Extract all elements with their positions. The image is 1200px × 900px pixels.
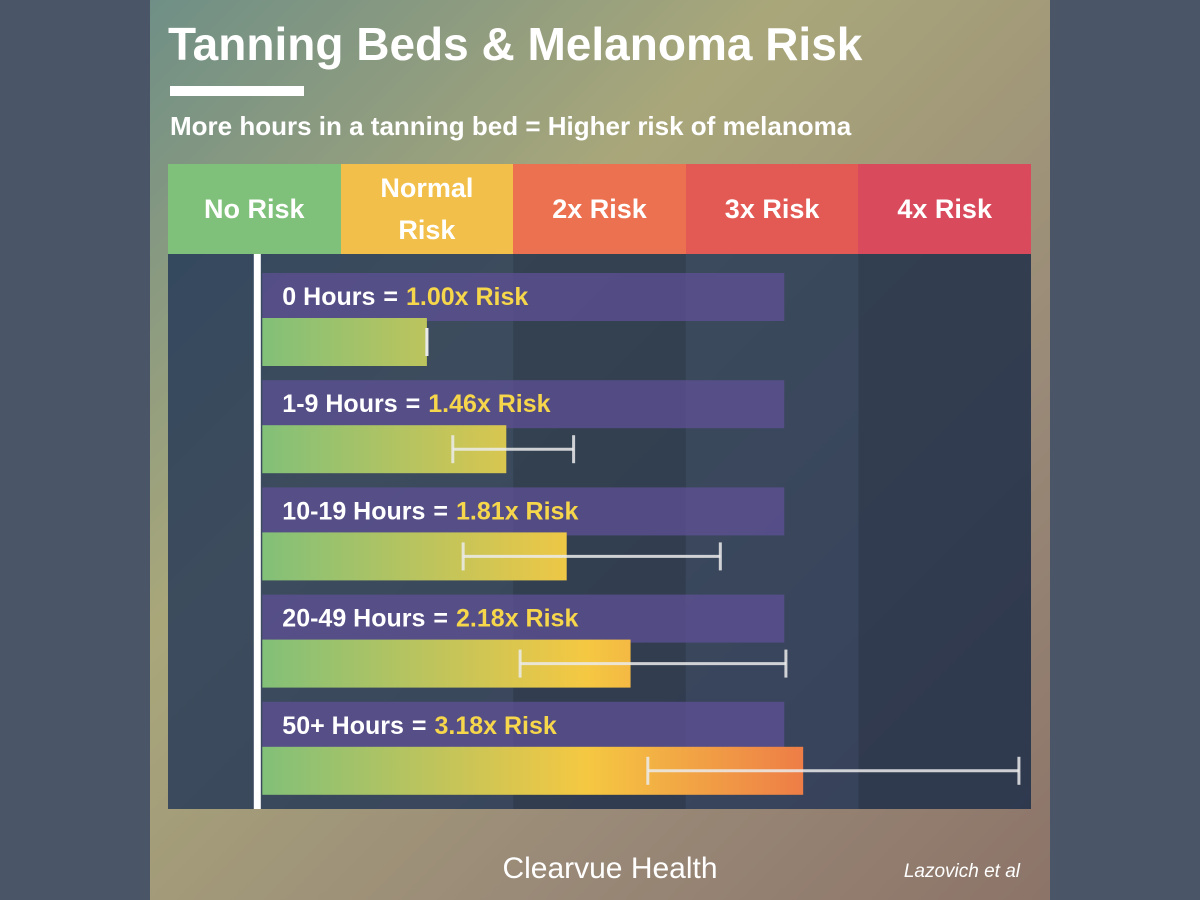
row-label: 0 Hours = 1.00x Risk <box>282 283 528 311</box>
x-tick-label: No Risk <box>204 194 305 224</box>
title-underline <box>170 86 304 96</box>
value-label: 1.46x Risk <box>428 390 550 418</box>
separator: = <box>406 390 421 418</box>
row-label: 10-19 Hours = 1.81x Risk <box>282 497 578 525</box>
separator: = <box>433 497 448 525</box>
category-label: 50+ Hours <box>282 711 404 739</box>
x-tick-label: Normal Risk <box>380 173 474 245</box>
row-label: 20-49 Hours = 2.18x Risk <box>282 604 578 632</box>
x-tick-label: 2x Risk <box>552 194 647 224</box>
category-label: 20-49 Hours <box>282 604 425 632</box>
label-band <box>262 380 785 429</box>
label-band <box>262 594 785 643</box>
risk-band: No Risk <box>168 164 341 254</box>
risk-band: 4x Risk <box>858 164 1031 254</box>
row-label: 50+ Hours = 3.18x Risk <box>282 711 557 739</box>
source: Lazovich et al <box>904 861 1021 882</box>
column-shade <box>858 254 1031 809</box>
separator: = <box>412 711 427 739</box>
chart-title: Tanning Beds & Melanoma Risk <box>168 18 863 70</box>
brand: Clearvue Health <box>502 852 717 885</box>
value-label: 1.81x Risk <box>456 497 578 525</box>
separator: = <box>433 604 448 632</box>
label-band <box>262 487 785 536</box>
label-band <box>262 273 785 321</box>
subtitle: More hours in a tanning bed = Higher ris… <box>170 111 852 141</box>
category-label: 1-9 Hours <box>282 390 397 418</box>
label-band <box>262 701 785 750</box>
value-label: 3.18x Risk <box>435 711 557 739</box>
risk-band: 3x Risk <box>685 164 859 254</box>
value-label: 1.00x Risk <box>406 283 528 311</box>
risk-band: 2x Risk <box>513 164 686 254</box>
x-tick-label: 4x Risk <box>897 194 992 224</box>
category-label: 0 Hours <box>282 283 375 311</box>
bar <box>262 318 427 366</box>
risk-band: Normal Risk <box>340 164 514 254</box>
value-label: 2.18x Risk <box>456 604 578 632</box>
x-tick-label: 3x Risk <box>724 194 820 224</box>
row-label: 1-9 Hours = 1.46x Risk <box>282 390 550 418</box>
category-label: 10-19 Hours <box>282 497 425 525</box>
separator: = <box>383 283 398 311</box>
